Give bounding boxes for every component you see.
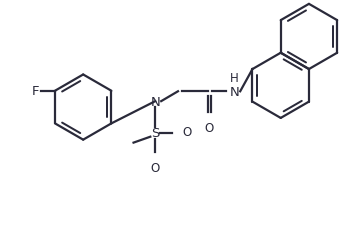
Text: H: H: [230, 72, 239, 85]
Text: O: O: [204, 121, 213, 134]
Text: O: O: [182, 126, 191, 139]
Text: S: S: [151, 127, 159, 140]
Text: O: O: [151, 162, 160, 175]
Text: N: N: [229, 85, 239, 98]
Text: N: N: [151, 95, 160, 108]
Text: F: F: [32, 85, 39, 98]
